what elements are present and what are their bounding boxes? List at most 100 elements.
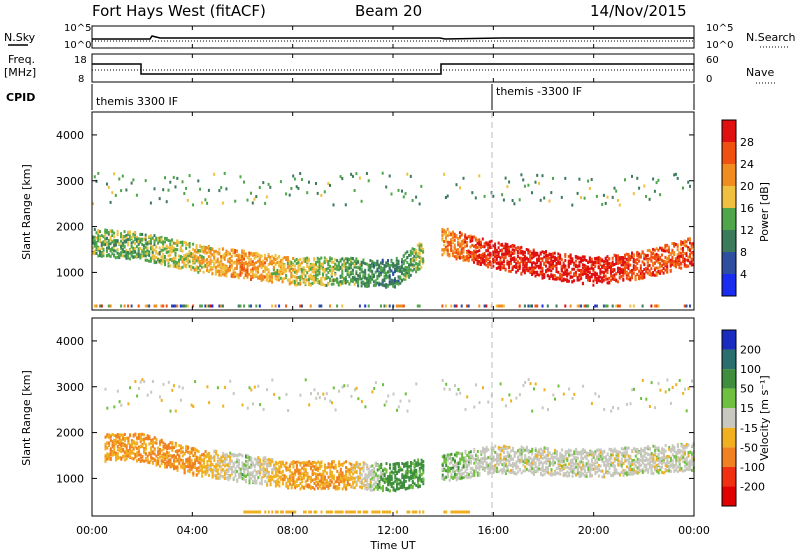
velocity-cell [120,438,123,442]
velocity-cell [137,450,140,453]
power-cell [153,243,156,247]
power-cell [613,186,616,190]
power-cell [134,238,137,241]
power-cell [322,274,324,278]
power-cell [671,255,674,259]
velocity-cell [159,443,161,447]
power-cell [476,254,479,258]
power-cell [453,247,456,251]
power-cell [618,203,621,207]
power-cell [109,238,112,242]
velocity-cell [144,456,147,460]
power-cell [316,265,319,269]
velocity-cell [150,450,153,454]
power-cell [174,304,177,308]
velocity-cell [248,510,251,514]
power-cell [137,255,140,258]
power-cell [114,193,117,197]
power-cell [97,247,100,251]
velocity-cell [252,402,254,406]
power-cell [576,268,579,272]
velocity-cell [134,380,137,383]
power-cell [120,232,123,236]
power-cell [641,251,644,254]
power-cell [195,259,198,263]
velocity-cell [227,467,230,471]
power-cell [657,270,660,273]
power-cell [546,260,549,264]
power-cell [144,254,147,258]
velocity-cell [238,459,240,463]
power-cell [109,200,112,204]
power-cell [351,279,354,283]
power-cell [617,280,619,284]
power-cell [509,257,512,261]
velocity-cell [287,510,290,514]
power-cell [588,258,591,262]
power-cell [308,266,310,270]
velocity-cell [125,445,128,449]
power-cell [532,266,535,270]
power-cell [590,257,593,261]
power-cell [501,248,504,252]
power-cell [602,266,605,270]
power-cell [190,268,193,272]
power-cell [188,242,191,245]
velocity-cell [122,444,125,447]
power-cell [483,245,486,249]
velocity-cell [108,441,111,445]
power-cell [202,270,205,274]
power-cell [167,259,170,263]
power-cell [293,275,296,279]
power-cell [246,270,249,274]
velocity-cell [122,437,125,441]
power-cell [655,252,658,256]
power-cell [622,269,625,273]
velocity-cell [150,446,153,450]
power-cell [595,260,598,263]
power-cell [346,260,349,264]
power-cell [508,252,511,255]
velocity-cell [229,455,232,459]
power-cell [246,268,249,272]
velocity-cell [292,472,295,476]
power-cell [127,251,130,254]
velocity-cell [174,466,177,470]
power-cell [315,273,317,277]
power-cell [92,202,94,206]
velocity-cell [239,475,242,479]
velocity-cell [122,434,125,438]
power-cell [162,188,165,192]
power-cell [202,256,205,259]
power-cell [329,268,331,272]
power-cell [594,257,597,261]
power-cell [344,281,347,285]
power-cell [476,262,479,266]
date-label: 14/Nov/2015 [590,2,687,20]
power-cell [165,251,168,254]
power-cell [113,235,116,239]
velocity-cell [202,452,205,456]
velocity-cell [125,449,128,453]
power-cell [353,259,356,263]
power-cell [494,242,497,246]
power-cell [494,255,497,259]
velocity-cell [262,468,265,472]
nsearch-tick-top: 10^5 [706,23,733,34]
power-cell [221,272,224,276]
power-cell [332,268,335,272]
power-cell [390,263,393,267]
power-cell [104,243,107,247]
power-cell [659,246,662,250]
velocity-cell [246,463,249,467]
velocity-cell [292,480,295,484]
power-cell [587,265,590,269]
velocity-cell [227,461,230,465]
velocity-cell [169,454,172,458]
velocity-cell [266,468,269,472]
power-cell [376,281,379,285]
power-cell [302,259,305,263]
velocity-cell [292,482,295,486]
power-cell [467,258,470,262]
velocity-cell [259,458,262,462]
